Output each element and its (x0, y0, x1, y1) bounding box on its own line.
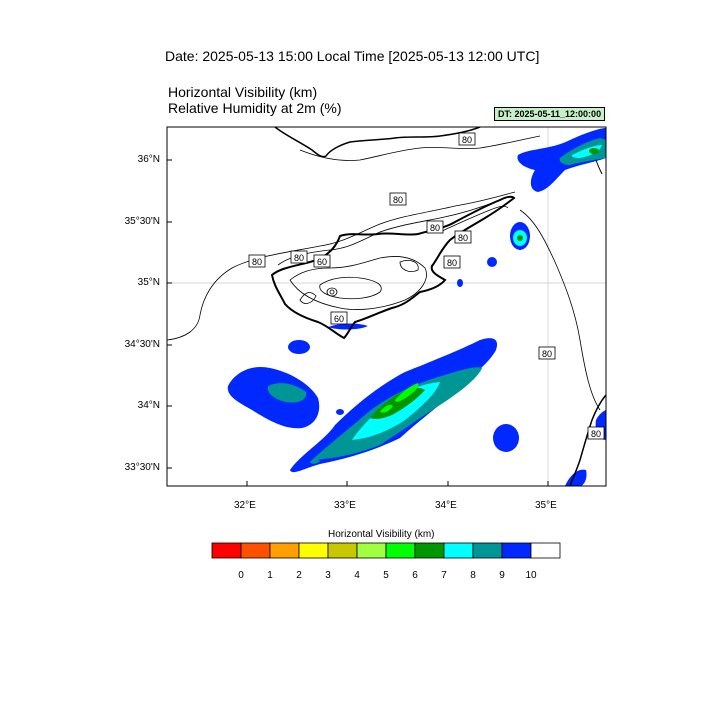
colorbar-label: 1 (267, 570, 273, 581)
visibility-band-south (290, 338, 498, 473)
svg-text:80: 80 (542, 349, 552, 359)
colorbar-label: 7 (441, 570, 447, 581)
variable-title-humidity: Relative Humidity at 2m (%) (168, 100, 342, 116)
map-frame (166, 126, 607, 487)
lon-label-33e: 33°E (334, 500, 356, 511)
visibility-blob-small-5 (457, 279, 463, 287)
contour-label: 80 (389, 192, 407, 206)
svg-text:80: 80 (591, 429, 601, 439)
colorbar-label: 10 (525, 570, 537, 581)
colorbar-label: 0 (238, 570, 244, 581)
colorbar-swatch (269, 542, 300, 559)
colorbar-label: 4 (354, 570, 360, 581)
humidity-contours (167, 135, 601, 411)
svg-text:80: 80 (447, 258, 457, 268)
contour-label: 60 (313, 254, 331, 268)
visibility-blob-small-3 (336, 409, 344, 415)
colorbar-swatch (327, 542, 358, 559)
contour-label: 80 (458, 132, 476, 146)
svg-text:60: 60 (317, 257, 327, 267)
date-title: Date: 2025-05-13 15:00 Local Time [2025-… (165, 48, 540, 64)
colorbar-title: Horizontal Visibility (km) (328, 529, 435, 540)
colorbar-swatch (240, 542, 271, 559)
lon-label-35e: 35°E (535, 500, 557, 511)
visibility-blob-coast (328, 323, 368, 330)
colorbar-swatch (385, 542, 416, 559)
lat-label-35n: 35°N (137, 277, 160, 288)
contour-label: 60 (330, 311, 348, 325)
lat-label-34-30n: 34°30'N (124, 339, 160, 350)
axis-ticks (167, 159, 549, 486)
colorbar-swatch (530, 542, 561, 559)
visibility-blob-west (227, 366, 320, 429)
svg-text:80: 80 (252, 257, 262, 267)
colorbar-swatch (501, 542, 532, 559)
contour-label: 80 (538, 346, 556, 360)
colorbar-label: 6 (412, 570, 418, 581)
colorbar-swatch (443, 542, 474, 559)
lat-label-36n: 36°N (137, 154, 160, 165)
lat-label-34n: 34°N (137, 400, 160, 411)
colorbar-label: 8 (470, 570, 476, 581)
contour-label: 80 (290, 250, 308, 264)
svg-text:80: 80 (430, 223, 440, 233)
colorbar-swatch (472, 542, 503, 559)
colorbar-swatch (356, 542, 387, 559)
visibility-blob-small-2 (493, 424, 519, 452)
colorbar-label: 5 (383, 570, 389, 581)
visibility-blob-southeast (565, 469, 587, 486)
contour-label: 80 (426, 220, 444, 234)
coastline-levant (569, 394, 606, 486)
colorbar-swatch (414, 542, 445, 559)
lat-label-33-30n: 33°30'N (124, 462, 160, 473)
svg-text:80: 80 (393, 195, 403, 205)
contour-labels: 80 80 80 80 80 80 60 80 60 80 80 (248, 132, 605, 440)
lon-label-34e: 34°E (435, 500, 457, 511)
colorbar-label: 9 (499, 570, 505, 581)
visibility-blob-small-1 (288, 340, 310, 354)
svg-text:60: 60 (334, 314, 344, 324)
coastline-northeast (595, 159, 603, 175)
coastline-turkey (274, 127, 481, 158)
colorbar-swatch (211, 542, 242, 559)
visibility-blob-small-4 (487, 257, 497, 267)
visibility-blob-east (510, 222, 530, 250)
colorbar-label: 2 (296, 570, 302, 581)
variable-title-visibility: Horizontal Visibility (km) (168, 84, 318, 100)
colorbar-label: 3 (325, 570, 331, 581)
colorbar-swatch (298, 542, 329, 559)
visibility-blob-northeast (517, 128, 606, 192)
lon-label-32e: 32°E (234, 500, 256, 511)
coastlines (270, 195, 516, 340)
svg-text:80: 80 (294, 253, 304, 263)
map-content: 80 80 80 80 80 80 60 80 60 80 80 (167, 127, 606, 486)
contour-label: 80 (443, 255, 461, 269)
contour-label: 80 (248, 254, 266, 268)
contour-label: 80 (454, 230, 472, 244)
svg-text:80: 80 (458, 233, 468, 243)
contour-label: 80 (587, 426, 605, 440)
lat-label-35-30n: 35°30'N (124, 216, 160, 227)
dt-badge: DT: 2025-05-11_12:00:00 (494, 107, 606, 121)
svg-text:80: 80 (462, 135, 472, 145)
